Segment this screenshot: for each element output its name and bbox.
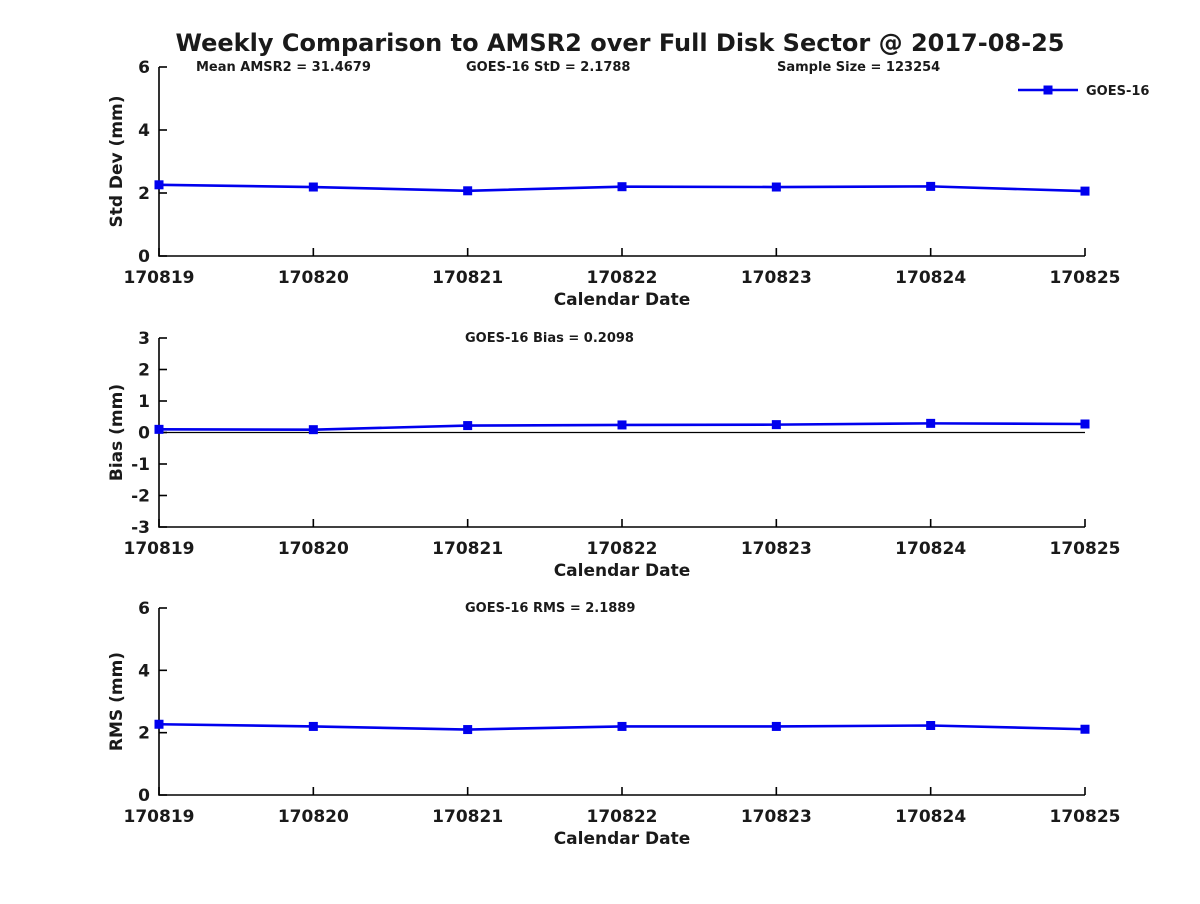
data-marker-rms: [154, 719, 164, 729]
data-marker-rms: [463, 725, 473, 735]
xlabel-std-dev: Calendar Date: [554, 290, 691, 310]
xlabel-bias: Calendar Date: [554, 561, 691, 581]
x-tick-label: 170824: [895, 268, 966, 288]
data-marker-rms: [308, 721, 318, 731]
data-marker-bias: [771, 420, 781, 430]
data-marker-bias: [617, 420, 627, 430]
y-tick-label: -1: [131, 455, 150, 475]
ylabel-rms: RMS (mm): [107, 652, 127, 751]
data-marker-std-dev: [463, 186, 473, 196]
y-tick-label: 2: [138, 361, 150, 381]
y-tick-label: 1: [138, 392, 150, 412]
y-tick-label: -3: [131, 518, 150, 538]
annotation-goes16-std: GOES-16 StD = 2.1788: [466, 60, 630, 75]
annotation-goes16-bias: GOES-16 Bias = 0.2098: [465, 331, 634, 346]
data-marker-bias: [926, 418, 936, 428]
x-tick-label: 170821: [432, 539, 503, 559]
x-tick-label: 170824: [895, 539, 966, 559]
x-tick-label: 170819: [124, 268, 195, 288]
x-tick-label: 170822: [587, 539, 658, 559]
x-tick-label: 170825: [1050, 268, 1121, 288]
data-marker-std-dev: [308, 182, 318, 192]
data-marker-rms: [617, 721, 627, 731]
y-tick-label: -2: [131, 487, 150, 507]
y-tick-label: 0: [138, 424, 150, 444]
x-tick-label: 170821: [432, 807, 503, 827]
ylabel-std-dev: Std Dev (mm): [107, 95, 127, 227]
data-marker-bias: [463, 421, 473, 431]
x-tick-label: 170819: [124, 807, 195, 827]
data-marker-bias: [308, 425, 318, 435]
x-tick-label: 170825: [1050, 807, 1121, 827]
x-tick-label: 170822: [587, 268, 658, 288]
y-tick-label: 6: [138, 599, 150, 619]
plot-areas: 0 2 4 6 170819 170820 170821 170822 170823 170824…: [124, 58, 1121, 827]
annotation-goes16-rms: GOES-16 RMS = 2.1889: [465, 601, 635, 616]
x-tick-label: 170821: [432, 268, 503, 288]
x-tick-label: 170820: [278, 268, 349, 288]
subplot-rms: 0 2 4 6 170819 170820 170821 170822 170823 170824…: [124, 599, 1121, 827]
x-tick-label: 170823: [741, 268, 812, 288]
axis-std-dev: [158, 67, 1085, 257]
y-tick-label: 0: [138, 786, 150, 806]
x-tick-label: 170820: [278, 807, 349, 827]
data-marker-rms: [1080, 724, 1090, 734]
x-tick-label: 170823: [741, 807, 812, 827]
y-tick-label: 2: [138, 184, 150, 204]
y-tick-label: 6: [138, 58, 150, 78]
x-tick-label: 170822: [587, 807, 658, 827]
data-marker-std-dev: [926, 181, 936, 191]
annotation-mean-amsr2: Mean AMSR2 = 31.4679: [196, 60, 371, 75]
subplot-std-dev: 0 2 4 6 170819 170820 170821 170822 170823 170824…: [124, 58, 1121, 288]
subplot-bias: -3 -2 -1 0 1 2 3 170819 170820 170821 170822 170823…: [124, 329, 1121, 559]
axis-rms: [158, 608, 1085, 796]
data-marker-bias: [154, 424, 164, 434]
ylabel-bias: Bias (mm): [107, 384, 127, 481]
data-marker-std-dev: [771, 182, 781, 192]
data-marker-rms: [926, 720, 936, 730]
x-tick-label: 170819: [124, 539, 195, 559]
x-tick-label: 170820: [278, 539, 349, 559]
annotation-sample-size: Sample Size = 123254: [777, 60, 940, 75]
legend-marker-sample: [1043, 85, 1053, 95]
y-tick-label: 0: [138, 247, 150, 267]
data-marker-bias: [1080, 419, 1090, 429]
xlabel-rms: Calendar Date: [554, 829, 691, 849]
data-marker-std-dev: [154, 180, 164, 190]
chart-title: Weekly Comparison to AMSR2 over Full Dis…: [176, 29, 1065, 57]
data-marker-rms: [771, 721, 781, 731]
y-tick-label: 2: [138, 724, 150, 744]
data-marker-std-dev: [1080, 186, 1090, 196]
x-tick-label: 170824: [895, 807, 966, 827]
y-tick-label: 4: [138, 661, 150, 681]
legend: GOES-16: [1018, 84, 1149, 99]
legend-label: GOES-16: [1086, 84, 1149, 99]
x-tick-label: 170823: [741, 539, 812, 559]
y-tick-label: 3: [138, 329, 150, 349]
y-tick-label: 4: [138, 121, 150, 141]
data-marker-std-dev: [617, 182, 627, 192]
x-tick-label: 170825: [1050, 539, 1121, 559]
